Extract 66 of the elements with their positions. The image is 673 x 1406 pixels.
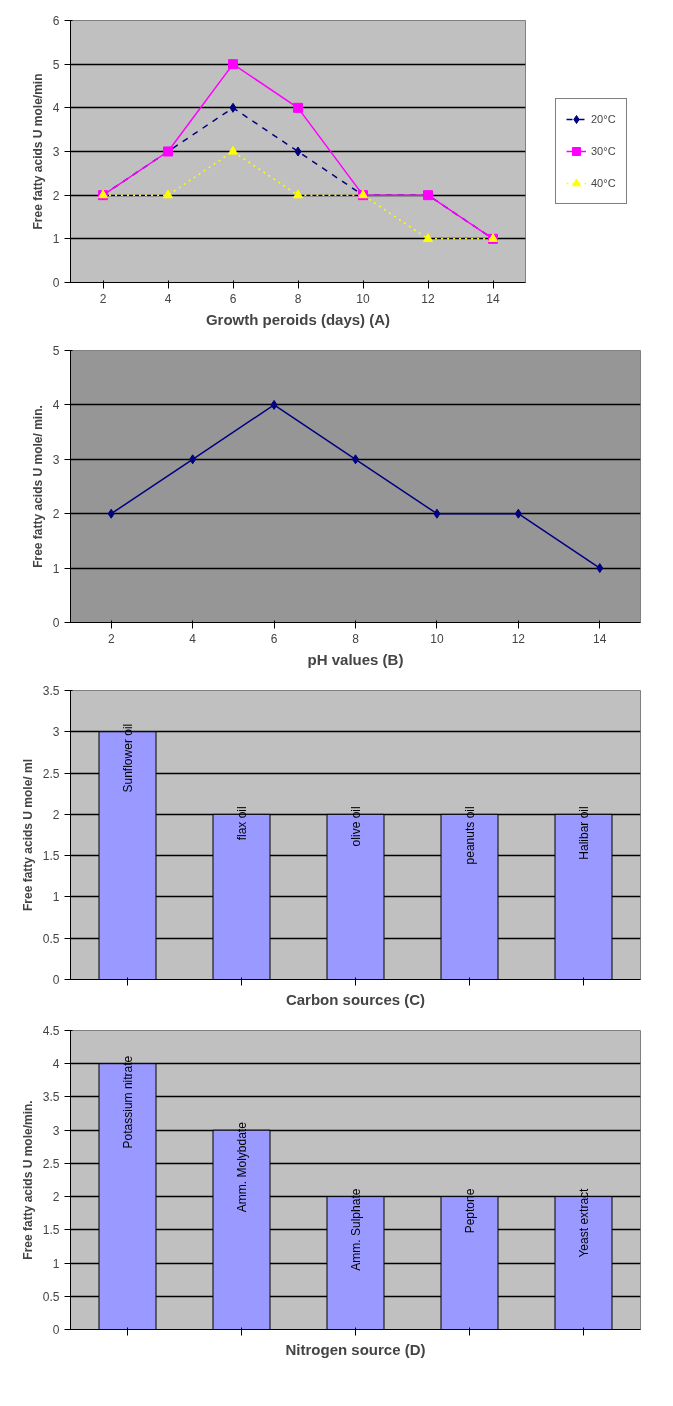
y-tick-label: 0 <box>52 616 60 630</box>
category-label: Peptone <box>462 1188 477 1234</box>
y-tick-label: 1 <box>52 1256 60 1271</box>
category-label: olive oil <box>348 806 363 847</box>
x-tick-label: 6 <box>229 291 237 306</box>
y-tick-label: 4 <box>52 101 60 116</box>
y-tick-label: 1.5 <box>42 1223 60 1238</box>
y-tick-label: 2 <box>52 188 60 203</box>
y-tick-label: 3 <box>52 1123 60 1138</box>
y-tick-label: 3.5 <box>42 1090 60 1105</box>
y-tick-label: 0 <box>52 973 60 987</box>
y-tick-label: 3 <box>52 452 60 467</box>
x-tick-label: 4 <box>189 631 197 646</box>
x-axis-title: Growth peroids (days) (A) <box>205 310 391 328</box>
y-tick-label: 3.5 <box>42 684 60 698</box>
y-tick-label: 5 <box>52 344 60 358</box>
y-tick-label: 4.5 <box>42 1024 60 1038</box>
category-label: peanuts oil <box>462 806 477 865</box>
y-tick-label: 3 <box>52 145 60 159</box>
x-axis-title: pH values (B) <box>307 650 404 668</box>
x-tick-label: 10 <box>356 291 370 306</box>
y-tick-label: 0 <box>52 1323 60 1337</box>
x-axis-title: Nitrogen source (D) <box>285 1340 426 1358</box>
category-label: Halibar oil <box>576 806 591 860</box>
x-axis-title: Carbon sources (C) <box>285 990 426 1008</box>
x-tick-label: 10 <box>430 631 444 646</box>
category-label: flax oil <box>234 806 249 841</box>
legend-label: 30°C <box>591 145 616 157</box>
y-tick-label: 4 <box>52 1057 60 1072</box>
y-tick-label: 1 <box>52 561 60 576</box>
y-axis-title: Free fatty acids U mole/min <box>30 73 45 230</box>
legend-label: 40°C <box>591 177 616 189</box>
x-tick-label: 6 <box>270 631 278 646</box>
y-tick-label: 2.5 <box>42 1156 60 1171</box>
y-tick-label: 2 <box>52 807 60 822</box>
y-axis-title: Free fatty acids U mole/min. <box>20 1100 35 1260</box>
category-label: Amm. Sulphate <box>348 1188 363 1271</box>
y-axis-title: Free fatty acids U mole/ ml <box>20 758 35 912</box>
x-tick-label: 2 <box>107 631 115 646</box>
x-tick-label: 4 <box>164 291 172 306</box>
legend-label: 20°C <box>591 113 616 125</box>
y-tick-label: 6 <box>52 14 60 28</box>
x-tick-label: 8 <box>294 291 302 306</box>
category-label: Potassium nitrate <box>120 1055 135 1149</box>
category-label: Yeast extract <box>576 1188 591 1258</box>
y-tick-label: 5 <box>52 57 60 72</box>
x-tick-label: 2 <box>99 291 107 306</box>
y-tick-label: 2.5 <box>42 766 60 781</box>
y-tick-label: 1 <box>52 890 60 905</box>
y-tick-label: 2 <box>52 507 60 522</box>
y-tick-label: 0.5 <box>42 1289 60 1304</box>
y-axis-title: Free fatty acids U mole/ min. <box>30 405 45 568</box>
category-label: Amm. Molybdate <box>234 1122 249 1213</box>
x-tick-label: 14 <box>593 631 607 646</box>
y-tick-label: 3 <box>52 725 60 740</box>
x-tick-label: 12 <box>511 631 526 646</box>
y-tick-label: 2 <box>52 1190 60 1205</box>
y-tick-label: 1.5 <box>42 849 60 864</box>
y-tick-label: 4 <box>52 398 60 413</box>
x-tick-label: 12 <box>421 291 435 306</box>
y-tick-label: 0.5 <box>42 931 60 946</box>
x-tick-label: 14 <box>486 291 500 306</box>
y-tick-label: 0 <box>52 276 60 290</box>
y-tick-label: 1 <box>52 232 60 247</box>
category-label: Sunflower oil <box>120 723 135 793</box>
x-tick-label: 8 <box>352 631 360 646</box>
